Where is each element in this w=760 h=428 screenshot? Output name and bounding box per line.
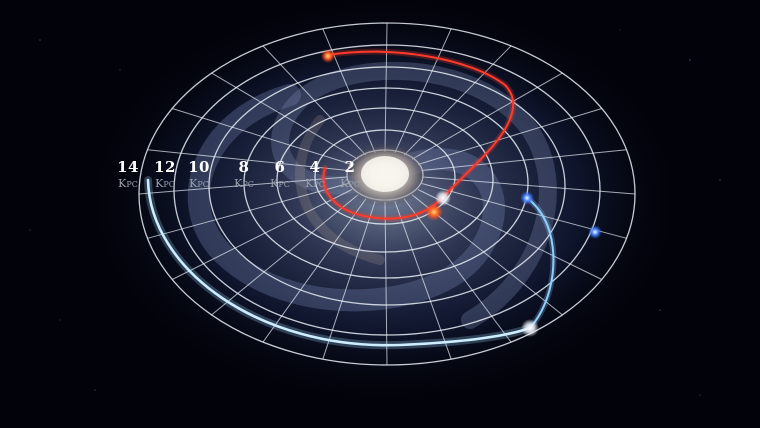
scale-label-2kpc: 2 Kpc (330, 158, 370, 190)
scale-label-14kpc: 14 Kpc (108, 158, 148, 190)
red-orbit-trail (320, 48, 517, 222)
grid-spoke (422, 176, 636, 195)
grid-spoke (417, 189, 603, 280)
grid-spoke (322, 28, 376, 154)
scale-value: 10 (188, 158, 210, 176)
grid-spoke (211, 194, 359, 316)
blue-star-1 (520, 191, 534, 205)
scale-value: 14 (117, 158, 139, 176)
grid-spoke (138, 176, 348, 195)
blue-orbit-trail (144, 176, 557, 350)
scale-unit: Kpc (234, 177, 254, 190)
white-star-inner (435, 190, 451, 206)
scale-label-4kpc: 4 Kpc (295, 158, 335, 190)
grid-spoke (147, 149, 349, 171)
grid-spoke (211, 72, 359, 160)
grid-spoke (147, 183, 349, 239)
scale-label-12kpc: 12 Kpc (145, 158, 185, 190)
scale-unit: Kpc (270, 177, 290, 190)
grid-spoke (421, 149, 627, 171)
red-star-end (425, 203, 443, 221)
grid-spokes (138, 22, 636, 366)
grid-spoke (384, 22, 388, 153)
grid-spoke (394, 28, 452, 154)
grid-spoke (171, 189, 353, 280)
spiral-arms (187, 61, 557, 329)
scale-unit: Kpc (118, 177, 138, 190)
blue-star-2 (588, 225, 602, 239)
scale-value: 2 (344, 158, 356, 176)
grid-spoke (403, 198, 512, 343)
grid-spoke (322, 200, 376, 360)
grid-spoke (384, 201, 388, 366)
background-stars (29, 29, 721, 396)
grid-spoke (394, 200, 452, 360)
core-bright (361, 156, 409, 192)
scale-value: 8 (238, 158, 250, 176)
ring-6kpc (276, 107, 494, 253)
grid-spoke (411, 72, 563, 160)
scale-value: 4 (309, 158, 321, 176)
grid-spoke (417, 108, 602, 165)
scale-value: 6 (274, 158, 286, 176)
scale-label-10kpc: 10 Kpc (179, 158, 219, 190)
scale-value: 12 (154, 158, 176, 176)
grid-spoke (172, 108, 353, 165)
scale-label-8kpc: 8 Kpc (224, 158, 264, 190)
grid-spoke (262, 198, 367, 343)
red-star-start (321, 49, 335, 63)
scale-label-6kpc: 6 Kpc (260, 158, 300, 190)
white-star-outer (521, 319, 539, 337)
grid-spoke (262, 45, 367, 156)
grid-spoke (403, 45, 512, 156)
scale-unit: Kpc (340, 177, 360, 190)
scale-unit: Kpc (305, 177, 325, 190)
ring-10kpc (208, 66, 566, 306)
scale-unit: Kpc (155, 177, 175, 190)
scale-unit: Kpc (189, 177, 209, 190)
